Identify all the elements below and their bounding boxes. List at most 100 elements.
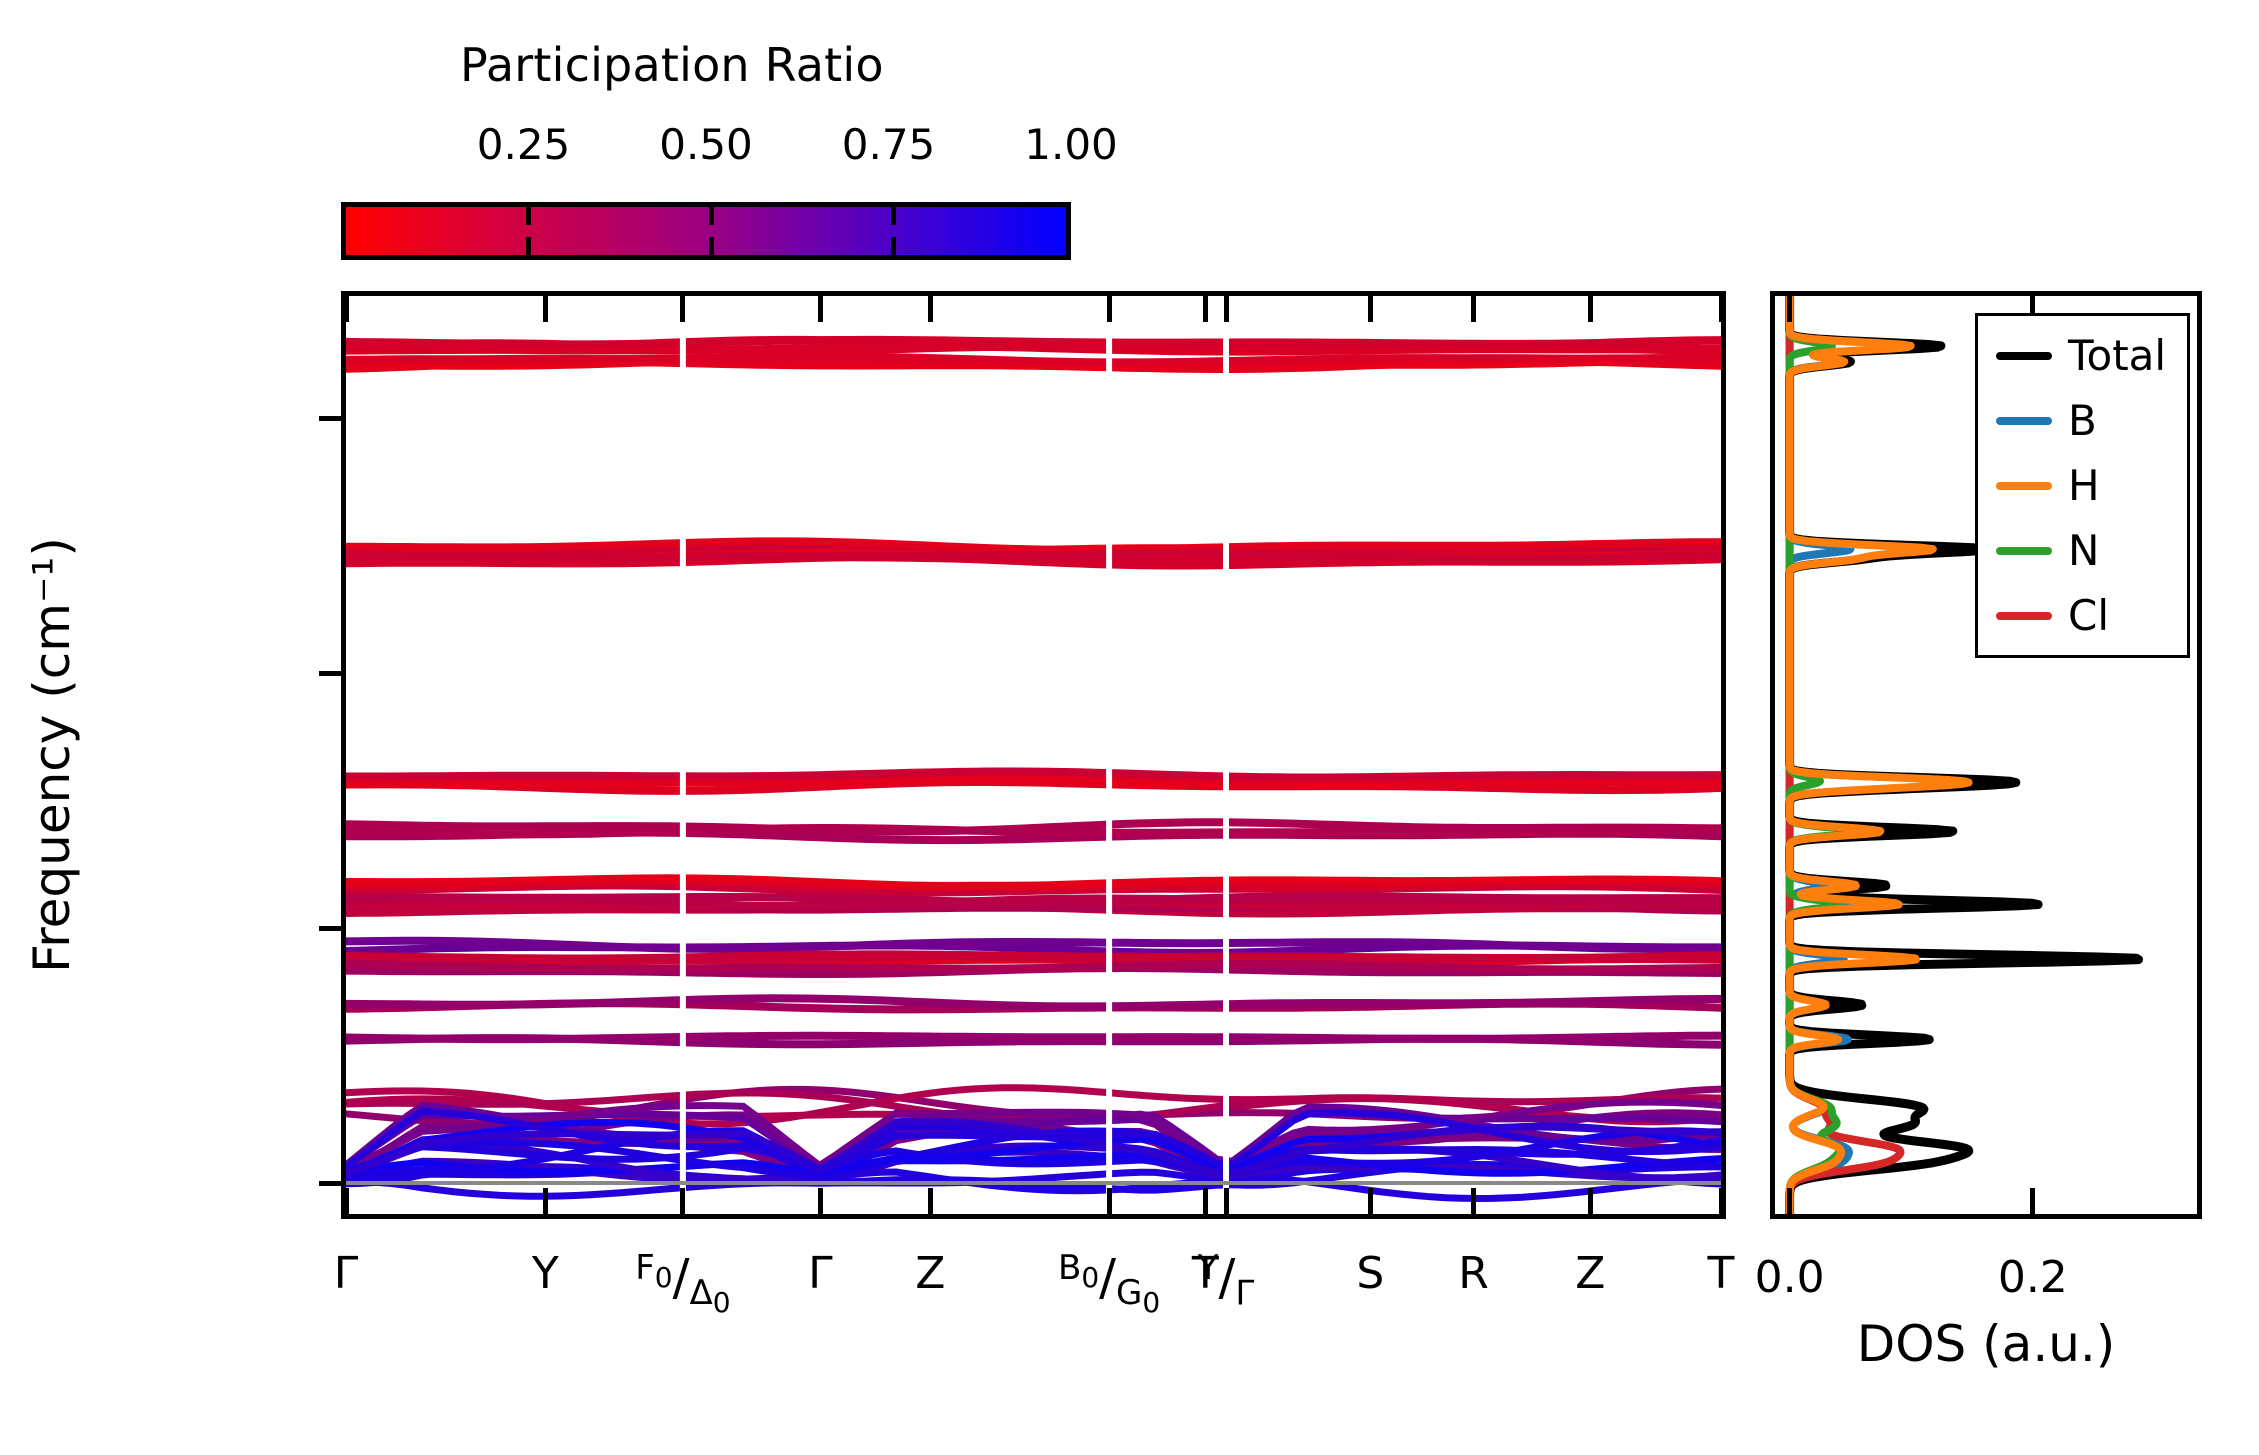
legend-color-swatch	[1996, 417, 2052, 425]
x-axis-tick-label: Z	[915, 1248, 946, 1299]
band-curve	[346, 936, 1721, 953]
legend-item: N	[1978, 521, 2187, 581]
x-axis-tick	[542, 296, 548, 322]
band-curve	[346, 1150, 1721, 1179]
x-axis-tick	[1202, 1188, 1208, 1214]
kpath-discontinuity	[679, 296, 686, 1214]
x-axis-tick	[1367, 296, 1373, 322]
band-curves	[346, 296, 1721, 1214]
dos-x-axis-tick	[1787, 1188, 1793, 1214]
x-axis-tick-label: Γ	[808, 1248, 833, 1299]
band-curve	[346, 1168, 1721, 1203]
x-axis-tick	[817, 296, 823, 322]
band-curve	[346, 335, 1721, 349]
x-axis-tick	[1471, 1188, 1476, 1214]
y-axis-tick	[319, 670, 341, 676]
colorbar-tick	[526, 207, 531, 225]
dos-x-axis-tick	[1787, 296, 1793, 322]
x-axis-tick	[927, 296, 933, 322]
legend-color-swatch	[1996, 612, 2052, 620]
dos-legend: Total B H N Cl	[1975, 313, 2190, 658]
dos-x-axis-tick	[2030, 296, 2036, 322]
x-axis-tick-label: R	[1458, 1248, 1489, 1299]
x-axis-tick	[1106, 296, 1112, 322]
x-axis-tick	[542, 1188, 548, 1214]
x-axis-tick	[680, 1188, 686, 1214]
y-axis-label: Frequency (cm⁻¹)	[23, 537, 81, 973]
x-axis-tick	[680, 296, 686, 322]
band-curve	[346, 352, 1721, 367]
kpath-discontinuity	[1106, 296, 1113, 1214]
dos-curve	[1785, 296, 1973, 1214]
band-curve	[346, 537, 1721, 554]
colorbar-tick-label: 0.25	[476, 120, 571, 169]
x-axis-tick	[1202, 296, 1208, 322]
x-axis-tick	[1587, 296, 1593, 322]
legend-label: N	[2068, 526, 2100, 575]
colorbar-tick	[708, 237, 714, 255]
legend-item: Total	[1978, 326, 2187, 386]
band-curve	[346, 1031, 1721, 1044]
colorbar-tick	[891, 207, 896, 225]
x-axis-tick-label: Y/Γ	[1197, 1248, 1255, 1314]
kpath-discontinuity	[1223, 296, 1229, 1214]
legend-label: H	[2068, 461, 2100, 510]
colorbar	[341, 202, 1071, 260]
x-axis-tick	[343, 296, 349, 322]
legend-label: Cl	[2068, 591, 2109, 640]
x-axis-tick	[1223, 1188, 1229, 1214]
zero-frequency-line	[346, 1181, 1721, 1186]
band-curve	[346, 892, 1721, 906]
legend-label: B	[2068, 396, 2097, 445]
colorbar-tick-label: 0.50	[659, 120, 753, 169]
x-axis-tick	[927, 1188, 933, 1214]
band-curve	[346, 1098, 1721, 1173]
band-curve	[346, 1084, 1721, 1128]
y-axis-tick	[319, 1180, 341, 1186]
x-axis-tick	[1106, 1188, 1112, 1214]
legend-item: Cl	[1978, 586, 2187, 646]
y-axis-tick	[319, 415, 341, 421]
x-axis-tick	[1718, 296, 1724, 322]
colorbar-tick-label: 1.00	[1024, 120, 1118, 169]
x-axis-tick	[1718, 1188, 1724, 1214]
x-axis-tick	[343, 1188, 349, 1214]
x-axis-tick-label: S	[1356, 1248, 1385, 1299]
dos-x-axis-tick	[2030, 1188, 2036, 1214]
band-curve	[346, 772, 1721, 786]
x-axis-tick	[1587, 1188, 1593, 1214]
band-structure-panel	[341, 291, 1726, 1219]
legend-item: H	[1978, 456, 2187, 516]
x-axis-tick-label: T	[1191, 1248, 1219, 1299]
legend-label: Total	[2068, 331, 2167, 380]
band-plot-area	[346, 296, 1721, 1214]
x-axis-tick-label: T	[1707, 1248, 1735, 1299]
x-axis-tick-label: F0/Δ0	[635, 1248, 731, 1320]
x-axis-tick	[1223, 296, 1229, 322]
band-curve	[346, 960, 1721, 974]
dos-x-tick-label: 0.2	[1997, 1252, 2068, 1303]
colorbar-tick-labels: 0.25 0.50 0.75 1.00	[341, 120, 1118, 178]
band-x-tick-labels: Γ Y F0/Δ0 Γ Z B0/G0 T Y/Γ S R Z T	[0, 1248, 2259, 1388]
x-axis-tick-label: Z	[1575, 1248, 1606, 1299]
colorbar-tick	[526, 237, 531, 255]
dos-curve	[1785, 296, 1855, 1214]
colorbar-tick	[708, 207, 714, 225]
band-curve	[346, 767, 1721, 782]
dos-x-axis-label: DOS (a.u.)	[1856, 1315, 2116, 1373]
band-curve	[346, 874, 1721, 891]
legend-color-swatch	[1996, 547, 2052, 555]
dos-curve	[1785, 296, 1905, 1214]
x-axis-tick-label: Γ	[333, 1248, 359, 1299]
dos-curves	[1785, 296, 2143, 1214]
legend-color-swatch	[1996, 482, 2052, 490]
dos-plot-area	[1775, 296, 2197, 1214]
band-curve	[346, 994, 1721, 1011]
dos-curve	[1785, 296, 1861, 1214]
x-axis-tick	[817, 1188, 823, 1214]
colorbar-tick	[891, 237, 896, 255]
dos-x-tick-labels: 0.0 0.2	[0, 1248, 2259, 1328]
band-curve	[346, 1107, 1721, 1175]
dos-panel	[1770, 291, 2202, 1219]
